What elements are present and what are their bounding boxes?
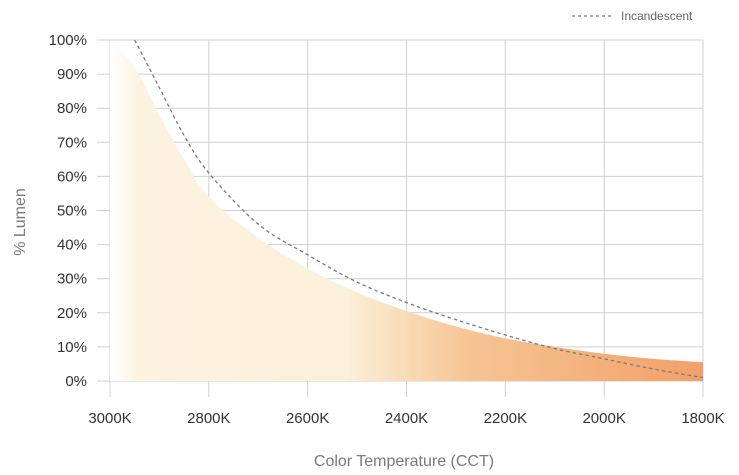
legend: Incandescent xyxy=(572,9,693,23)
x-tick-label: 2800K xyxy=(187,410,230,427)
legend-label-incandescent: Incandescent xyxy=(621,9,693,23)
x-axis-title: Color Temperature (CCT) xyxy=(314,453,494,470)
y-tick-label: 100% xyxy=(49,32,87,49)
y-tick-label: 80% xyxy=(57,100,87,117)
area-series xyxy=(110,40,703,381)
incandescent-dashed-line xyxy=(134,39,704,379)
x-tick-label: 2400K xyxy=(385,410,428,427)
y-axis-title: % Lumen xyxy=(12,188,29,256)
x-tick-label: 2600K xyxy=(286,410,329,427)
y-tick-label: 30% xyxy=(57,271,87,288)
y-tick-label: 40% xyxy=(57,237,87,254)
x-tick-label: 1800K xyxy=(681,410,724,427)
y-tick-label: 60% xyxy=(57,168,87,185)
x-tick-label: 2200K xyxy=(484,410,527,427)
x-tick-labels: 3000K 2800K 2600K 2400K 2200K 2000K 1800K xyxy=(88,410,724,427)
area-series-fill xyxy=(110,40,703,381)
y-tick-label: 70% xyxy=(57,134,87,151)
y-tick-label: 10% xyxy=(57,339,87,356)
y-tick-label: 0% xyxy=(65,373,87,390)
incandescent-series xyxy=(134,39,704,379)
x-tick-label: 2000K xyxy=(582,410,625,427)
y-tick-label: 90% xyxy=(57,66,87,83)
y-tick-label: 50% xyxy=(57,203,87,220)
y-tick-labels: 0% 10% 20% 30% 40% 50% 60% 70% 80% 90% 100% xyxy=(49,32,87,390)
x-tick-label: 3000K xyxy=(88,410,131,427)
y-tick-label: 20% xyxy=(57,305,87,322)
